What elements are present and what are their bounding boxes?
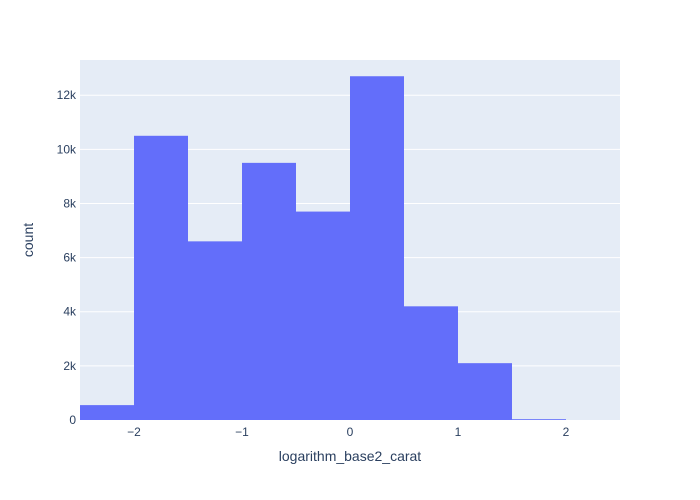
- y-tick-label-1: 2k: [63, 359, 77, 373]
- y-tick-label-4: 8k: [63, 196, 77, 210]
- y-tick-label-5: 10k: [57, 142, 77, 156]
- histogram-bar-8: [512, 419, 566, 420]
- x-tick-label-2: 0: [347, 425, 354, 439]
- histogram-bar-0: [80, 405, 134, 420]
- y-tick-label-6: 12k: [57, 88, 77, 102]
- x-tick-label-1: −1: [235, 425, 249, 439]
- histogram-bar-1: [134, 135, 188, 420]
- y-tick-label-2: 4k: [63, 305, 77, 319]
- x-axis-title: logarithm_base2_carat: [279, 448, 422, 464]
- y-axis-ticks: 0 2k 4k 6k 8k 10k 12k: [57, 88, 77, 427]
- y-axis-title: count: [20, 223, 36, 257]
- x-axis-ticks: −2 −1 0 1 2: [127, 425, 570, 439]
- histogram-bars: [80, 76, 566, 420]
- histogram-bar-6: [404, 306, 458, 420]
- histogram-bar-4: [296, 211, 350, 420]
- x-tick-label-4: 2: [563, 425, 570, 439]
- histogram-bar-7: [458, 363, 512, 420]
- x-tick-label-0: −2: [127, 425, 141, 439]
- histogram-bar-5: [350, 76, 404, 420]
- y-tick-label-0: 0: [69, 413, 76, 427]
- y-tick-label-3: 6k: [63, 251, 77, 265]
- x-tick-label-3: 1: [455, 425, 462, 439]
- histogram-bar-3: [242, 162, 296, 420]
- histogram-bar-2: [188, 241, 242, 420]
